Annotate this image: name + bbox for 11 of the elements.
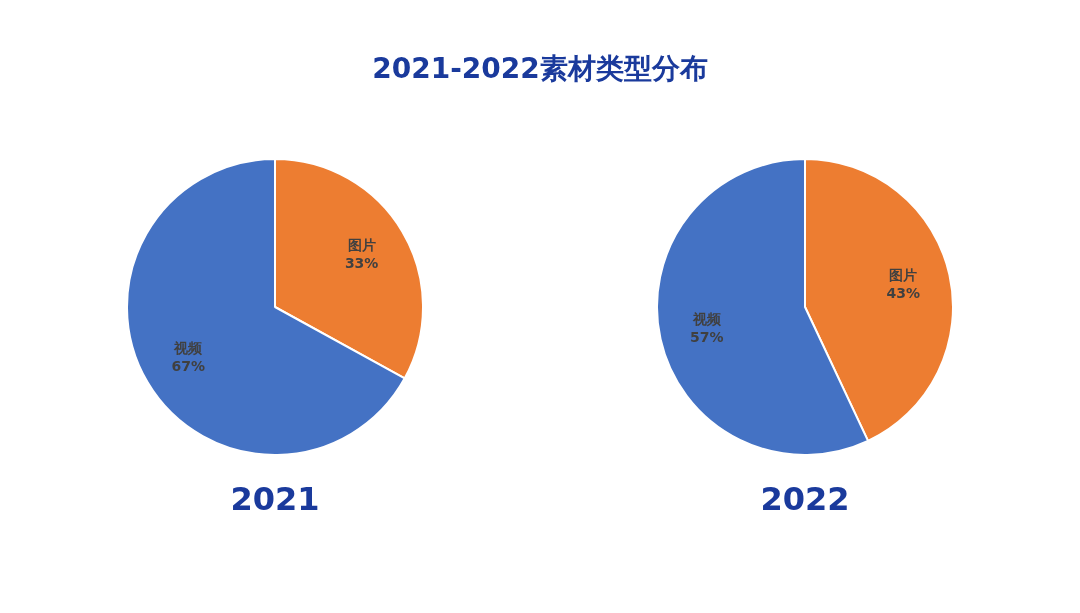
data-label: 43% [886, 284, 920, 301]
slice-label: 视频 [173, 339, 204, 356]
slice-label: 图片 [347, 237, 376, 254]
slice-label: 视频 [691, 310, 722, 327]
slice-label: 图片 [889, 266, 918, 283]
data-label: 33% [344, 255, 379, 272]
text: 2021 [229, 480, 321, 518]
data-label: 57% [690, 328, 724, 345]
data-label: 67% [171, 357, 206, 374]
text: 2022 [759, 480, 851, 518]
text: 2021-2022素材类型分布 [371, 51, 709, 87]
